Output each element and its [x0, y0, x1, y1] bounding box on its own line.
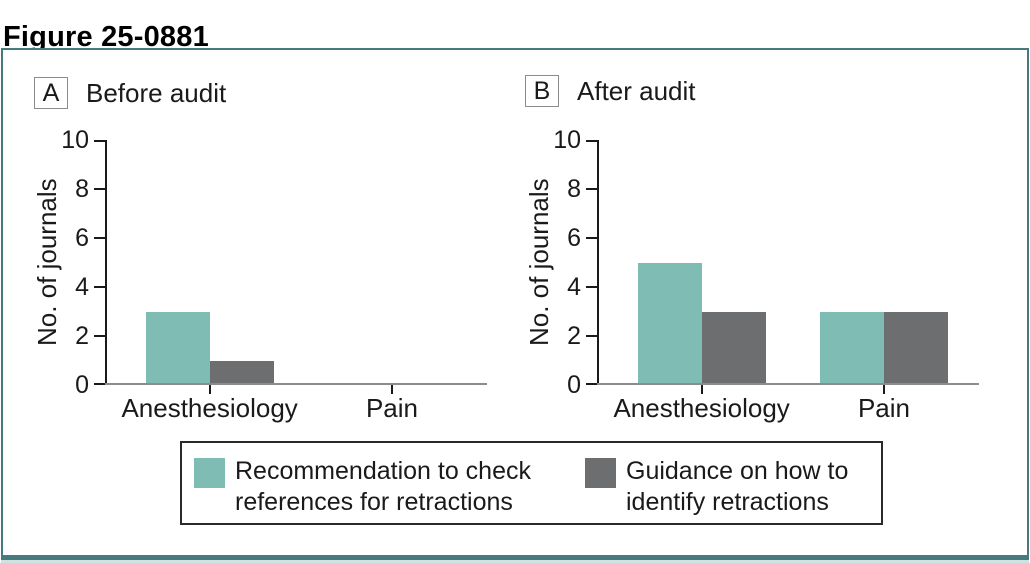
x-axis-tick: [700, 385, 703, 394]
y-axis-tick-label: 6: [567, 224, 581, 252]
y-axis-tick-label: 10: [553, 126, 581, 154]
panel-b-title: After audit: [577, 76, 696, 106]
panel-a-tag-letter: A: [42, 78, 60, 107]
x-axis-tick: [208, 385, 211, 394]
legend-label-recommendation: Recommendation to check references for re…: [235, 456, 531, 518]
teal-bar: [145, 311, 210, 383]
gray-bar: [701, 311, 766, 383]
category-label: Pain: [365, 393, 419, 423]
y-axis-tick: [94, 286, 107, 288]
legend-label-line: Guidance on how to: [626, 457, 849, 485]
y-axis-tick: [94, 383, 107, 385]
bar-chart-after-audit: 0 2 4 6 8 10 Anesthesiology Pain: [553, 126, 979, 423]
y-axis-tick: [586, 237, 599, 239]
gray-bar: [209, 360, 274, 383]
y-axis-tick-label: 0: [75, 371, 89, 399]
y-axis-tick: [94, 335, 107, 337]
teal-bar: [637, 262, 702, 383]
y-axis-tick: [94, 140, 107, 142]
teal-bar: [820, 311, 884, 383]
figure-frame: A Before audit B After audit No. of jour…: [1, 48, 1029, 560]
y-axis-tick-label: 10: [61, 126, 89, 154]
gray-bar: [884, 311, 948, 383]
category-label: Anesthesiology: [121, 393, 298, 423]
legend-swatch-teal: [194, 458, 225, 488]
legend: Recommendation to check references for re…: [180, 441, 883, 525]
legend-label-guidance: Guidance on how to identify retractions: [626, 456, 848, 518]
x-axis-tick: [883, 385, 885, 394]
y-axis-tick: [586, 335, 599, 337]
legend-label-line: identify retractions: [626, 488, 829, 516]
y-axis-tick: [94, 237, 107, 239]
legend-label-line: Recommendation to check: [235, 457, 531, 485]
y-axis-tick: [586, 286, 599, 288]
y-axis-tick: [94, 188, 107, 190]
panel-b-tag-box: B: [525, 75, 559, 107]
legend-label-line: references for retractions: [235, 488, 513, 516]
y-axis-tick: [586, 383, 599, 385]
x-axis-tick: [391, 385, 393, 394]
y-axis-tick-label: 6: [75, 224, 89, 252]
y-axis-tick-label: 2: [75, 322, 89, 350]
y-axis-tick: [586, 140, 599, 142]
y-axis-tick-label: 8: [567, 175, 581, 203]
x-axis-line: [105, 383, 487, 385]
frame-bottom-light-strip: [1, 560, 1029, 563]
panel-a-title: Before audit: [86, 78, 227, 108]
y-axis-tick: [586, 188, 599, 190]
y-axis-tick-label: 4: [75, 273, 89, 301]
bar-chart-before-audit: 0 2 4 6 8 10 Anesthesiology Pain: [61, 126, 487, 423]
panel-b-tag-letter: B: [533, 76, 551, 105]
legend-item-guidance: Guidance on how to identify retractions: [585, 456, 848, 518]
category-label: Pain: [857, 393, 911, 423]
legend-item-recommendation: Recommendation to check references for re…: [194, 456, 531, 518]
y-axis-tick-label: 2: [567, 322, 581, 350]
y-axis-tick-label: 4: [567, 273, 581, 301]
y-axis-tick-label: 0: [567, 371, 581, 399]
x-axis-line: [597, 383, 979, 385]
category-label: Anesthesiology: [613, 393, 790, 423]
y-axis-tick-label: 8: [75, 175, 89, 203]
legend-swatch-gray: [585, 458, 616, 488]
panel-a-tag-box: A: [34, 77, 68, 109]
